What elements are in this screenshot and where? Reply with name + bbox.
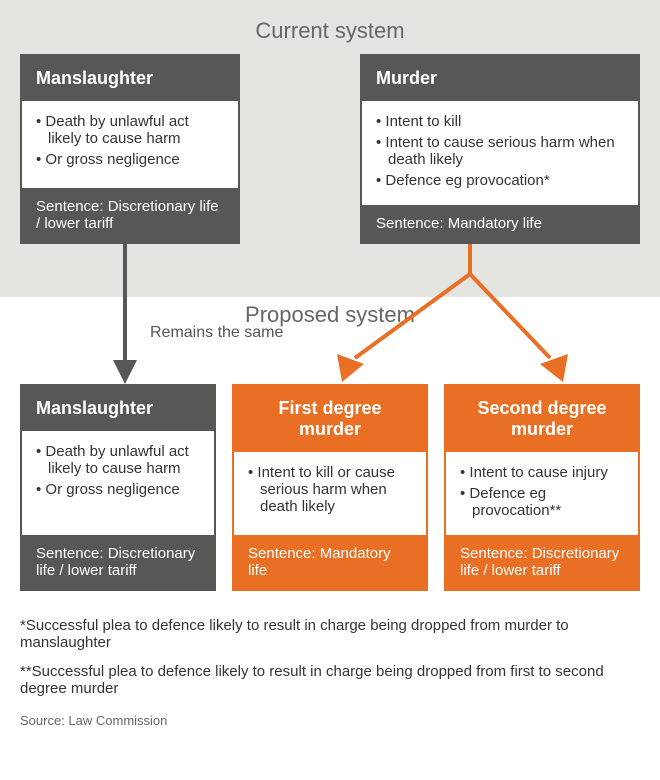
card-current-murder: Murder Intent to kill Intent to cause se… [360, 54, 640, 244]
card-sentence: Sentence: Discretionary life / lower tar… [446, 535, 638, 589]
bullet: Or gross negligence [36, 481, 200, 498]
connector-zone: Proposed system Remains the same [0, 244, 660, 384]
card-second-degree: Second degree murder Intent to cause inj… [444, 384, 640, 591]
card-body: Intent to kill or cause serious harm whe… [234, 452, 426, 535]
footnote-2: **Successful plea to defence likely to r… [20, 663, 640, 697]
bullet: Death by unlawful act likely to cause ha… [36, 443, 200, 477]
bullet: Intent to kill or cause serious harm whe… [248, 464, 412, 515]
bullet: Defence eg provocation** [460, 485, 624, 519]
card-body: Death by unlawful act likely to cause ha… [22, 101, 238, 188]
card-body: Death by unlawful act likely to cause ha… [22, 431, 214, 535]
arrow-murder-split-icon [320, 244, 620, 384]
bullet: Intent to kill [376, 113, 624, 130]
source-line: Source: Law Commission [0, 713, 660, 742]
card-current-manslaughter: Manslaughter Death by unlawful act likel… [20, 54, 240, 244]
remains-same-label: Remains the same [150, 324, 283, 342]
current-row: Manslaughter Death by unlawful act likel… [20, 54, 640, 244]
card-first-degree: First degree murder Intent to kill or ca… [232, 384, 428, 591]
bullet: Or gross negligence [36, 151, 224, 168]
card-title: Manslaughter [22, 386, 214, 431]
bullet: Defence eg provocation* [376, 172, 624, 189]
bullet: Intent to cause injury [460, 464, 624, 481]
card-body: Intent to cause injury Defence eg provoc… [446, 452, 638, 535]
card-title: Murder [362, 56, 638, 101]
footnote-1: *Successful plea to defence likely to re… [20, 617, 640, 651]
footnotes: *Successful plea to defence likely to re… [0, 603, 660, 713]
card-sentence: Sentence: Discretionary life / lower tar… [22, 535, 214, 589]
card-title: First degree murder [234, 386, 426, 452]
proposed-row: Manslaughter Death by unlawful act likel… [20, 384, 640, 591]
proposed-system-section: Manslaughter Death by unlawful act likel… [0, 384, 660, 603]
current-system-title: Current system [20, 12, 640, 54]
arrow-manslaughter-icon [105, 244, 145, 384]
bullet: Death by unlawful act likely to cause ha… [36, 113, 224, 147]
card-sentence: Sentence: Mandatory life [234, 535, 426, 589]
card-proposed-manslaughter: Manslaughter Death by unlawful act likel… [20, 384, 216, 591]
card-title: Second degree murder [446, 386, 638, 452]
card-sentence: Sentence: Mandatory life [362, 205, 638, 242]
card-title: Manslaughter [22, 56, 238, 101]
card-body: Intent to kill Intent to cause serious h… [362, 101, 638, 205]
bullet: Intent to cause serious harm when death … [376, 134, 624, 168]
card-sentence: Sentence: Discretionary life / lower tar… [22, 188, 238, 242]
current-system-section: Current system Manslaughter Death by unl… [0, 0, 660, 244]
